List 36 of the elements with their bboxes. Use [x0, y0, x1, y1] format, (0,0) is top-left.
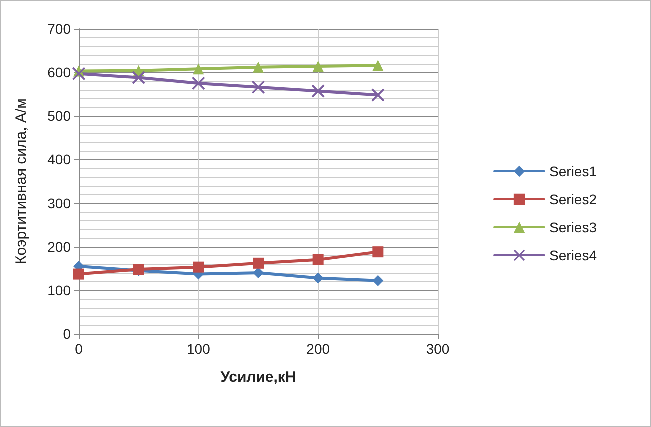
- legend-label: Series3: [550, 220, 598, 236]
- point: [372, 275, 384, 286]
- y-tick-label: 0: [63, 326, 72, 342]
- x-axis-title: Усилие,кН: [220, 369, 296, 386]
- y-tick-label: 100: [48, 282, 72, 298]
- point: [372, 246, 384, 258]
- point: [312, 60, 324, 72]
- point: [312, 254, 324, 266]
- x-tick-label: 300: [426, 341, 450, 357]
- point: [372, 60, 384, 72]
- point: [193, 262, 204, 273]
- x-tick-label: 100: [186, 341, 211, 357]
- y-tick-label: 300: [48, 195, 72, 212]
- y-tick-label: 400: [48, 152, 72, 168]
- y-tick-label: 500: [48, 108, 72, 124]
- legend-label: Series2: [550, 192, 598, 208]
- y-tick-label: 200: [48, 238, 72, 255]
- point: [193, 64, 204, 75]
- y-tick-label: 600: [48, 64, 72, 81]
- y-tick-label: 700: [48, 21, 72, 37]
- x-tick-label: 200: [306, 341, 330, 357]
- point: [253, 258, 264, 269]
- point: [72, 67, 86, 80]
- y-axis-title: Коэртитивная сила, А/м: [13, 98, 30, 264]
- point: [252, 80, 265, 94]
- point: [312, 272, 324, 284]
- point: [253, 62, 264, 73]
- point: [253, 268, 264, 278]
- point: [192, 76, 206, 90]
- legend-label: Series1: [550, 164, 598, 180]
- point: [372, 88, 385, 102]
- point: [312, 84, 325, 98]
- legend-label: Series4: [550, 248, 598, 264]
- x-tick-label: 0: [75, 341, 84, 357]
- point: [74, 268, 84, 280]
- point: [132, 71, 146, 84]
